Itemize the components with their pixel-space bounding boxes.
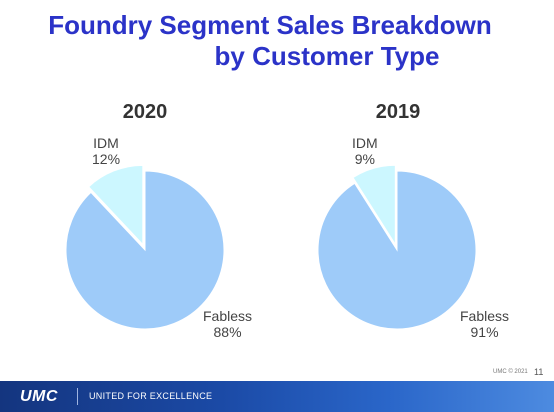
chart-2020-fabless-label: Fabless 88% <box>203 308 252 340</box>
chart-2020-fabless-value: 88% <box>213 324 242 340</box>
chart-2020-idm-label: IDM 12% <box>92 135 120 167</box>
chart-2019-title: 2019 <box>375 101 421 123</box>
chart-2019-idm-value: 9% <box>354 151 375 167</box>
page-number: 11 <box>534 367 544 377</box>
chart-2020-idm-value: 12% <box>92 151 121 167</box>
pie-slice-2020-idm <box>88 164 144 246</box>
pie-chart-2020 <box>65 164 225 330</box>
chart-2019-idm-label: IDM 9% <box>352 135 378 167</box>
chart-2019-fabless-label: Fabless 91% <box>460 308 509 340</box>
footer-divider <box>77 388 78 405</box>
pie-chart-2019 <box>317 164 477 330</box>
chart-2019-fabless-name: Fabless <box>460 308 510 324</box>
footer-bar: UMC UNITED FOR EXCELLENCE <box>0 381 554 412</box>
chart-2019-fabless-value: 91% <box>470 324 499 340</box>
slide-title-line1: Foundry Segment Sales Breakdown <box>48 10 492 40</box>
copyright-text: UMC © 2021 <box>493 369 528 375</box>
slide-title-line2: by Customer Type <box>214 41 440 71</box>
chart-2020-title: 2020 <box>122 101 168 123</box>
pie-slice-2020-fabless <box>65 170 225 330</box>
footer-tagline: UNITED FOR EXCELLENCE <box>89 391 213 401</box>
chart-2020-idm-name: IDM <box>93 135 119 151</box>
slide-title: Foundry Segment Sales Breakdown by Custo… <box>0 10 554 72</box>
umc-logo: UMC <box>20 388 58 405</box>
pie-slice-2019-fabless <box>317 170 477 330</box>
pie-slice-2019-idm <box>352 164 396 246</box>
chart-2019-idm-name: IDM <box>352 135 378 151</box>
chart-2020-fabless-name: Fabless <box>203 308 253 324</box>
